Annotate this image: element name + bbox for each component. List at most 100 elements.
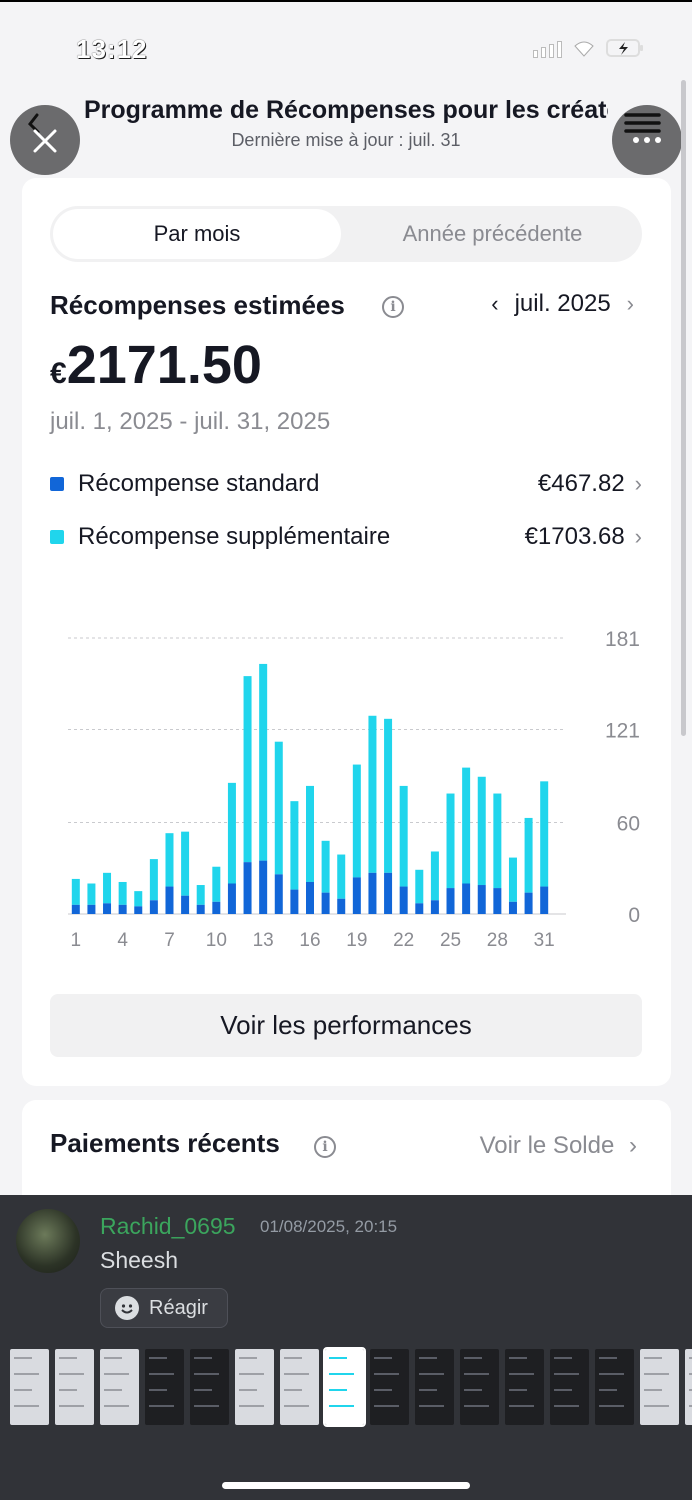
react-button[interactable]: Réagir — [100, 1288, 228, 1328]
bar-extra-day-23[interactable] — [415, 869, 424, 904]
tab-annee-precedente[interactable]: Année précédente — [402, 221, 583, 246]
bar-standard-day-13[interactable] — [259, 860, 268, 914]
bar-extra-day-30[interactable] — [524, 817, 533, 893]
bar-standard-day-5[interactable] — [134, 906, 143, 914]
bar-extra-day-5[interactable] — [134, 891, 143, 907]
bar-standard-day-18[interactable] — [337, 898, 346, 914]
bar-standard-day-2[interactable] — [87, 904, 96, 914]
bar-extra-day-9[interactable] — [196, 885, 205, 905]
info-icon[interactable]: i — [314, 1136, 336, 1158]
bar-extra-day-28[interactable] — [493, 793, 502, 889]
bar-standard-day-4[interactable] — [118, 904, 127, 914]
bar-extra-day-14[interactable] — [274, 741, 283, 875]
scrollbar[interactable] — [681, 80, 686, 736]
bar-extra-day-24[interactable] — [430, 851, 439, 901]
bar-standard-day-20[interactable] — [368, 872, 377, 914]
bar-standard-day-29[interactable] — [508, 901, 517, 914]
bar-standard-day-11[interactable] — [227, 883, 236, 914]
view-balance-link[interactable]: Voir le Solde › — [480, 1132, 637, 1160]
menu-button[interactable] — [612, 105, 682, 175]
thumbnail-15[interactable] — [640, 1349, 679, 1425]
thumbnail-5[interactable] — [190, 1349, 229, 1425]
bar-extra-day-7[interactable] — [165, 833, 174, 887]
bar-extra-day-15[interactable] — [290, 801, 299, 890]
bar-standard-day-8[interactable] — [181, 895, 190, 914]
thumbnail-11[interactable] — [460, 1349, 499, 1425]
bar-standard-day-27[interactable] — [477, 885, 486, 914]
home-indicator[interactable] — [222, 1482, 470, 1489]
bar-extra-day-19[interactable] — [352, 764, 361, 878]
bar-extra-day-31[interactable] — [540, 781, 549, 887]
bar-extra-day-29[interactable] — [508, 857, 517, 902]
bar-extra-day-6[interactable] — [149, 859, 158, 901]
bar-extra-day-25[interactable] — [446, 793, 455, 889]
chevron-left-icon[interactable]: ‹ — [491, 291, 499, 316]
y-tick-label: 60 — [617, 813, 640, 836]
bar-extra-day-17[interactable] — [321, 840, 330, 893]
standard-reward-row[interactable]: Récompense standard €467.82 › — [50, 468, 642, 500]
info-icon[interactable]: i — [382, 296, 404, 318]
thumbnail-14[interactable] — [595, 1349, 634, 1425]
extra-value: €1703.68 — [524, 523, 625, 550]
bar-extra-day-13[interactable] — [259, 663, 268, 861]
view-performance-button[interactable]: Voir les performances — [50, 994, 642, 1057]
bar-standard-day-14[interactable] — [274, 874, 283, 914]
bar-extra-day-3[interactable] — [103, 872, 112, 904]
bar-standard-day-21[interactable] — [384, 872, 393, 914]
avatar[interactable] — [16, 1209, 80, 1273]
bar-extra-day-16[interactable] — [306, 785, 314, 882]
chevron-right-icon: › — [629, 1132, 637, 1159]
bar-extra-day-4[interactable] — [118, 881, 127, 905]
thumbnail-12[interactable] — [505, 1349, 544, 1425]
bar-standard-day-10[interactable] — [212, 901, 221, 914]
bar-standard-day-12[interactable] — [243, 862, 252, 914]
bar-extra-day-26[interactable] — [462, 767, 471, 884]
react-label: Réagir — [149, 1296, 208, 1319]
bar-standard-day-30[interactable] — [524, 892, 533, 914]
extra-reward-row[interactable]: Récompense supplémentaire €1703.68 › — [50, 521, 642, 553]
bar-standard-day-19[interactable] — [352, 877, 361, 914]
bar-extra-day-20[interactable] — [368, 715, 377, 873]
bar-extra-day-8[interactable] — [181, 831, 190, 896]
bar-extra-day-18[interactable] — [337, 854, 346, 899]
bar-standard-day-6[interactable] — [149, 900, 158, 914]
thumbnail-4[interactable] — [145, 1349, 184, 1425]
thumbnail-16[interactable] — [685, 1349, 692, 1425]
bar-standard-day-25[interactable] — [446, 888, 455, 914]
bar-standard-day-9[interactable] — [196, 904, 205, 914]
tab-par-mois[interactable]: Par mois — [53, 209, 341, 259]
bar-standard-day-22[interactable] — [399, 886, 408, 914]
bar-extra-day-1[interactable] — [71, 878, 80, 905]
username[interactable]: Rachid_0695 — [100, 1213, 236, 1239]
close-button[interactable] — [10, 105, 80, 175]
thumbnail-9[interactable] — [370, 1349, 409, 1425]
thumbnail-6[interactable] — [235, 1349, 274, 1425]
thumbnail-13[interactable] — [550, 1349, 589, 1425]
thumbnail-2[interactable] — [55, 1349, 94, 1425]
thumbnail-8[interactable] — [323, 1347, 366, 1427]
thumbnail-1[interactable] — [10, 1349, 49, 1425]
thumbnail-10[interactable] — [415, 1349, 454, 1425]
bar-extra-day-21[interactable] — [384, 718, 393, 873]
chevron-right-icon[interactable]: › — [626, 291, 634, 316]
bar-standard-day-15[interactable] — [290, 889, 299, 914]
bar-extra-day-22[interactable] — [399, 785, 408, 887]
bar-standard-day-7[interactable] — [165, 886, 174, 914]
bar-standard-day-17[interactable] — [321, 892, 330, 914]
bar-extra-day-12[interactable] — [243, 676, 252, 863]
thumbnail-7[interactable] — [280, 1349, 319, 1425]
bar-extra-day-2[interactable] — [87, 883, 96, 905]
bar-standard-day-3[interactable] — [103, 903, 112, 914]
bar-standard-day-24[interactable] — [430, 900, 439, 914]
standard-color-dot — [50, 477, 64, 491]
bar-standard-day-28[interactable] — [493, 888, 502, 914]
bar-standard-day-31[interactable] — [540, 886, 549, 914]
thumbnail-3[interactable] — [100, 1349, 139, 1425]
bar-extra-day-10[interactable] — [212, 866, 221, 902]
bar-extra-day-11[interactable] — [227, 782, 236, 884]
bar-standard-day-23[interactable] — [415, 903, 424, 914]
bar-standard-day-1[interactable] — [71, 904, 80, 914]
bar-standard-day-16[interactable] — [306, 881, 314, 914]
bar-standard-day-26[interactable] — [462, 883, 471, 914]
bar-extra-day-27[interactable] — [477, 776, 486, 886]
